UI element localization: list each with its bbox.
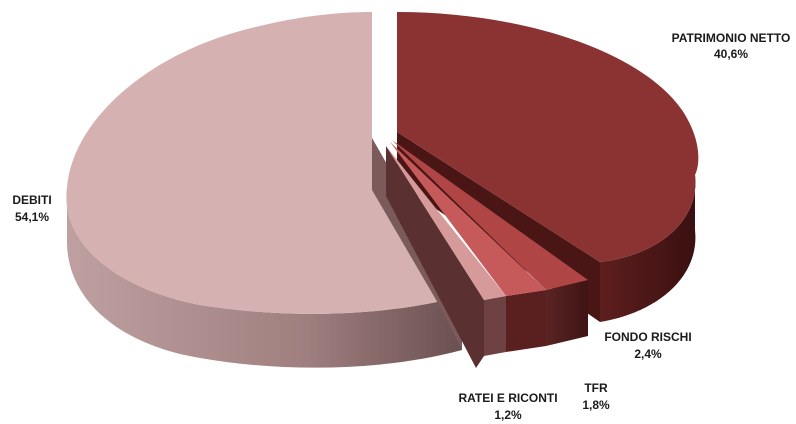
slice-tfr-top [390,142,546,296]
label-patrimonio-netto-value: 40,6% [714,47,748,61]
slice-ratei-e-riconti-cut [386,146,484,368]
slice-debiti-side [66,188,462,368]
slice-ratei-e-riconti [386,146,506,368]
slice-tfr-side [506,290,546,352]
label-debiti-value: 54,1% [15,210,49,224]
label-tfr-value: 1,8% [582,398,610,412]
slice-patrimonio-netto-side [600,175,696,322]
label-tfr-name: TFR [584,381,608,395]
slice-fondo-rischi [392,140,588,346]
label-ratei-e-riconti-value: 1,2% [494,408,522,422]
slice-fondo-rischi-side [546,280,588,346]
label-ratei-e-riconti-name: RATEI E RICONTI [458,391,557,405]
slice-tfr [390,142,546,352]
label-patrimonio-netto-name: PATRIMONIO NETTO [672,31,791,45]
slice-ratei-e-riconti-top [386,146,506,300]
slice-debiti-top [66,12,462,314]
label-debiti-name: DEBITI [12,193,51,207]
label-fondo-rischi-value: 2,4% [634,347,662,361]
label-fondo-rischi-name: FONDO RISCHI [604,330,691,344]
slice-patrimonio-netto-top [397,12,699,262]
slice-fondo-rischi-top [392,140,588,290]
slice-ratei-e-riconti-side [484,296,506,356]
